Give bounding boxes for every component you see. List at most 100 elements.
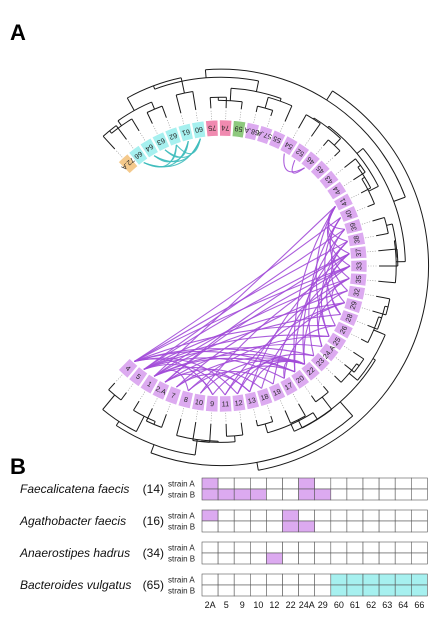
leader-line (351, 334, 360, 339)
tree-branch (151, 445, 154, 453)
leader-line (357, 321, 366, 325)
tree-branch (335, 151, 341, 156)
tree-branch (280, 99, 281, 102)
grid-cell (202, 542, 218, 553)
tree-branch (195, 440, 197, 455)
leader-line (344, 346, 352, 351)
species-name: Agathobacter faecis (19, 514, 126, 528)
tree-branch (327, 91, 333, 100)
tree-branch (162, 414, 167, 427)
grid-cell (379, 574, 395, 585)
leader-line (267, 117, 270, 126)
tree-node-11 (155, 77, 259, 89)
grid-cell (331, 478, 347, 489)
grid-cell (218, 542, 234, 553)
grid-cell (411, 542, 427, 553)
tree-node-29 (341, 364, 357, 383)
tree-branch (374, 330, 386, 335)
segment-label: 60 (194, 125, 203, 135)
column-label: 12 (269, 600, 279, 610)
tree-branch (127, 98, 134, 111)
tree-branch (285, 106, 292, 122)
leader-line (127, 384, 133, 392)
grid-cell (347, 585, 363, 596)
grid-cell (395, 574, 411, 585)
grid-cell (266, 585, 282, 596)
tree-branch (378, 281, 395, 283)
strain-label: strain B (168, 523, 195, 532)
tree-branch (334, 139, 340, 146)
tree-branch (103, 395, 115, 410)
leader-line (305, 387, 311, 395)
grid-cell (299, 510, 315, 521)
grid-cell (411, 553, 427, 564)
grid-cell (218, 521, 234, 532)
tree-branch (121, 393, 127, 400)
leader-line (167, 119, 170, 128)
grid-cell (395, 521, 411, 532)
grid-cell (347, 542, 363, 553)
grid-cell (379, 478, 395, 489)
tree-node-1 (112, 119, 132, 133)
leader-line (336, 168, 344, 174)
column-label: 62 (366, 600, 376, 610)
tree-branch (256, 81, 258, 92)
grid-cell (395, 553, 411, 564)
tree-branch (147, 113, 152, 124)
tree-branch (103, 136, 115, 149)
tree-branch (241, 102, 242, 110)
leader-line (365, 294, 375, 296)
leader-line (167, 404, 170, 413)
segment-label: 59 (234, 124, 243, 134)
species-name: Bacteroides vulgatus (20, 578, 131, 592)
segment-label: 33 (355, 262, 364, 270)
grid-cell (283, 574, 299, 585)
tree-branch (357, 148, 363, 153)
grid-cell (234, 585, 250, 596)
grid-cell (315, 585, 331, 596)
grid-cell (283, 585, 299, 596)
grid-cell (363, 521, 379, 532)
grid-cell (315, 521, 331, 532)
grid-cell (395, 585, 411, 596)
grid-cell (315, 478, 331, 489)
column-label: 66 (414, 600, 424, 610)
tree-branch (361, 339, 368, 343)
tree-branch (376, 233, 388, 235)
grid-cell (266, 489, 282, 500)
grid-cell (299, 478, 315, 489)
segment-label: 37 (354, 248, 364, 257)
strain-label: strain A (168, 544, 195, 553)
tree-branch (109, 383, 115, 390)
tree-branch (349, 373, 357, 380)
species-name: Anaerostipes hadrus (19, 546, 130, 560)
tree-branch (323, 386, 328, 392)
column-label: 61 (350, 600, 360, 610)
grid-cell (218, 478, 234, 489)
strain-label: strain B (168, 555, 195, 564)
grid-cell (234, 574, 250, 585)
grid-cell (363, 574, 379, 585)
grid-cell (331, 553, 347, 564)
tree-branch (152, 102, 155, 109)
grid-cell (234, 489, 250, 500)
segment-label: 12 (234, 398, 243, 408)
tree-branch (210, 424, 211, 443)
strain-label: strain A (168, 576, 195, 585)
leader-line (127, 140, 133, 148)
grid-cell (363, 510, 379, 521)
leader-line (351, 193, 360, 198)
leader-line (367, 280, 377, 281)
grid-cell (202, 553, 218, 564)
grid-cell (218, 574, 234, 585)
leader-line (211, 109, 212, 119)
column-label: 22 (286, 600, 296, 610)
grid-cell (266, 478, 282, 489)
grid-cell (315, 553, 331, 564)
grid-cell (379, 553, 395, 564)
tree-branch (176, 95, 181, 113)
grid-cell (379, 489, 395, 500)
grid-cell (411, 489, 427, 500)
tree-branch (256, 420, 257, 426)
tree-branch (285, 411, 291, 424)
